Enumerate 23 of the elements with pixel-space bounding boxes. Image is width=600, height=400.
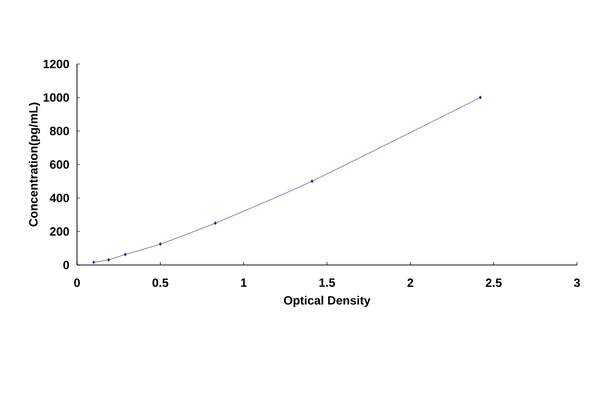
x-axis-title: Optical Density: [284, 296, 370, 307]
y-tick-label: 1000: [44, 93, 69, 102]
x-tick-label: 0.5: [152, 278, 168, 287]
y-tick-label: 800: [50, 126, 69, 136]
y-tick-label: 200: [50, 227, 69, 236]
point: [124, 252, 127, 256]
y-tick-label: 1200: [44, 60, 69, 68]
x-tick-label: 2: [407, 278, 414, 287]
y-tick-label: 600: [50, 160, 69, 169]
point: [158, 242, 162, 246]
x-tick-label: 1.5: [319, 278, 335, 287]
point: [478, 96, 482, 100]
y-axis-title: Concentration(pg/mL): [28, 102, 40, 226]
y-tick-label: 0: [63, 260, 69, 270]
x-tick-label: 1: [241, 278, 247, 287]
point: [214, 221, 217, 225]
y-tick-label: 400: [50, 194, 69, 202]
x-tick-label: 2.5: [486, 278, 502, 287]
point: [310, 179, 314, 184]
point: [92, 260, 96, 264]
point: [107, 258, 110, 262]
x-tick-label: 3: [574, 278, 580, 288]
x-tick-label: 0: [74, 278, 80, 287]
